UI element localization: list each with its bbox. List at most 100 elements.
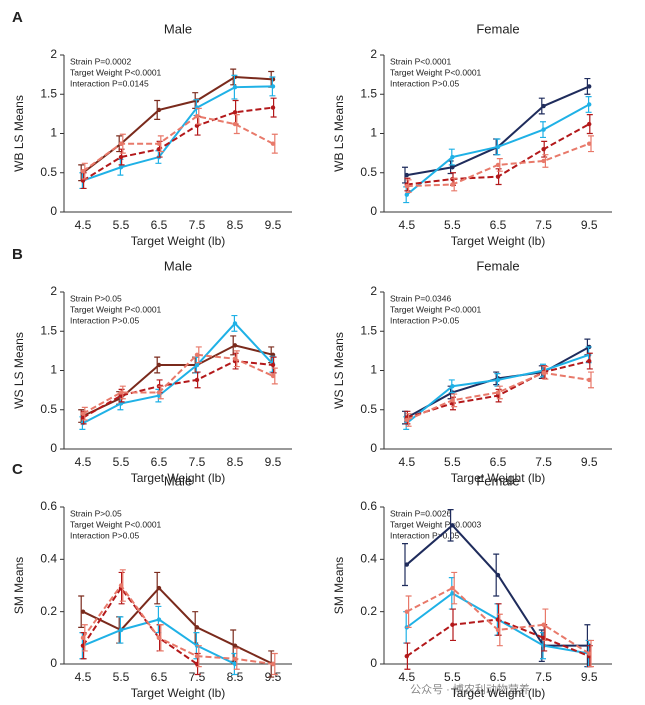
point [232, 84, 238, 90]
point [232, 321, 238, 326]
point [118, 627, 124, 633]
y-tick-label: 1.5 [360, 86, 377, 100]
x-axis-label: Target Weight (lb) [451, 686, 545, 700]
annotation: Target Weight P<0.0001 [390, 67, 482, 77]
point [118, 583, 124, 588]
point [194, 625, 200, 630]
y-tick-label: 0 [370, 656, 377, 670]
point [541, 643, 546, 648]
point [80, 609, 86, 614]
x-tick-label: 9.5 [265, 218, 282, 232]
point [404, 609, 409, 614]
annotation: Interaction P>0.05 [390, 78, 460, 88]
point [80, 635, 86, 641]
point [270, 362, 276, 368]
point [232, 643, 238, 648]
y-axis-label: WB LS Means [12, 95, 26, 172]
point [404, 417, 409, 423]
point [232, 656, 238, 661]
point [156, 617, 162, 622]
x-tick-label: 7.5 [189, 670, 206, 684]
y-tick-label: 2 [370, 284, 377, 298]
point [80, 643, 86, 648]
y-tick-label: 1 [50, 363, 57, 377]
point [270, 661, 276, 667]
x-tick-label: 8.5 [227, 218, 244, 232]
watermark: 公众号 · 博农利动物营养 [410, 682, 530, 696]
point [194, 661, 200, 667]
point [80, 415, 86, 420]
point [404, 192, 409, 197]
point [541, 370, 546, 376]
point [495, 174, 501, 179]
y-tick-label: 2 [370, 47, 377, 61]
y-tick-label: 1 [370, 363, 377, 377]
x-tick-label: 5.5 [113, 218, 130, 232]
x-tick-label: 9.5 [581, 670, 598, 684]
point [450, 622, 455, 627]
x-tick-label: 5.5 [444, 218, 461, 232]
point [194, 114, 200, 119]
series-line [82, 586, 198, 665]
y-tick-label: 1.5 [360, 323, 377, 337]
y-tick-label: 0.4 [40, 552, 57, 566]
y-axis-label: SM Means [12, 557, 26, 614]
series-line [82, 353, 274, 415]
y-tick-label: 0.6 [360, 499, 377, 513]
annotation: Interaction P>0.05 [70, 530, 140, 540]
chart-title: Male [164, 21, 192, 36]
annotation: Interaction P=0.0145 [70, 78, 149, 88]
y-tick-label: 1.5 [40, 323, 57, 337]
annotation: Target Weight P=0.0003 [390, 519, 482, 529]
chart-title: Female [476, 473, 519, 488]
x-tick-label: 5.5 [444, 455, 461, 469]
point [270, 84, 276, 89]
annotation: Target Weight P<0.0001 [70, 519, 162, 529]
point [194, 362, 200, 368]
point [232, 343, 238, 348]
x-axis-label: Target Weight (lb) [131, 471, 225, 485]
x-tick-label: 4.5 [75, 670, 92, 684]
y-tick-label: 0.6 [40, 499, 57, 513]
point [541, 103, 546, 109]
point [587, 377, 592, 383]
point [156, 107, 162, 113]
y-tick-label: 0 [370, 204, 377, 218]
x-tick-label: 9.5 [581, 218, 598, 232]
point [587, 121, 592, 127]
annotation: Interaction P>0.05 [390, 530, 460, 540]
x-tick-label: 7.5 [535, 455, 552, 469]
x-tick-label: 4.5 [398, 455, 415, 469]
point [232, 121, 238, 127]
point [194, 377, 200, 383]
point [450, 165, 455, 170]
point [118, 393, 124, 398]
annotation: Interaction P>0.05 [390, 315, 460, 325]
annotation: Strain P=0.0002 [70, 56, 131, 66]
point [495, 572, 501, 578]
x-tick-label: 6.5 [490, 455, 507, 469]
point [232, 661, 238, 667]
point [587, 84, 592, 89]
x-tick-label: 6.5 [151, 455, 168, 469]
series-line [82, 321, 274, 424]
series-line [82, 360, 274, 419]
y-tick-label: 0.5 [40, 402, 57, 416]
point [156, 393, 162, 398]
chart-title: Male [164, 258, 192, 273]
y-axis-label: WS LS Means [332, 332, 346, 409]
x-tick-label: 7.5 [535, 670, 552, 684]
y-tick-label: 0 [370, 441, 377, 455]
x-tick-label: 4.5 [398, 218, 415, 232]
point [450, 401, 455, 406]
point [118, 390, 124, 395]
point [404, 183, 409, 189]
panel-label: A [12, 9, 23, 26]
series-line [82, 583, 274, 665]
y-tick-label: 0.5 [360, 165, 377, 179]
point [232, 356, 238, 361]
y-tick-label: 1 [50, 126, 57, 140]
x-tick-label: 8.5 [227, 455, 244, 469]
point [495, 377, 501, 383]
